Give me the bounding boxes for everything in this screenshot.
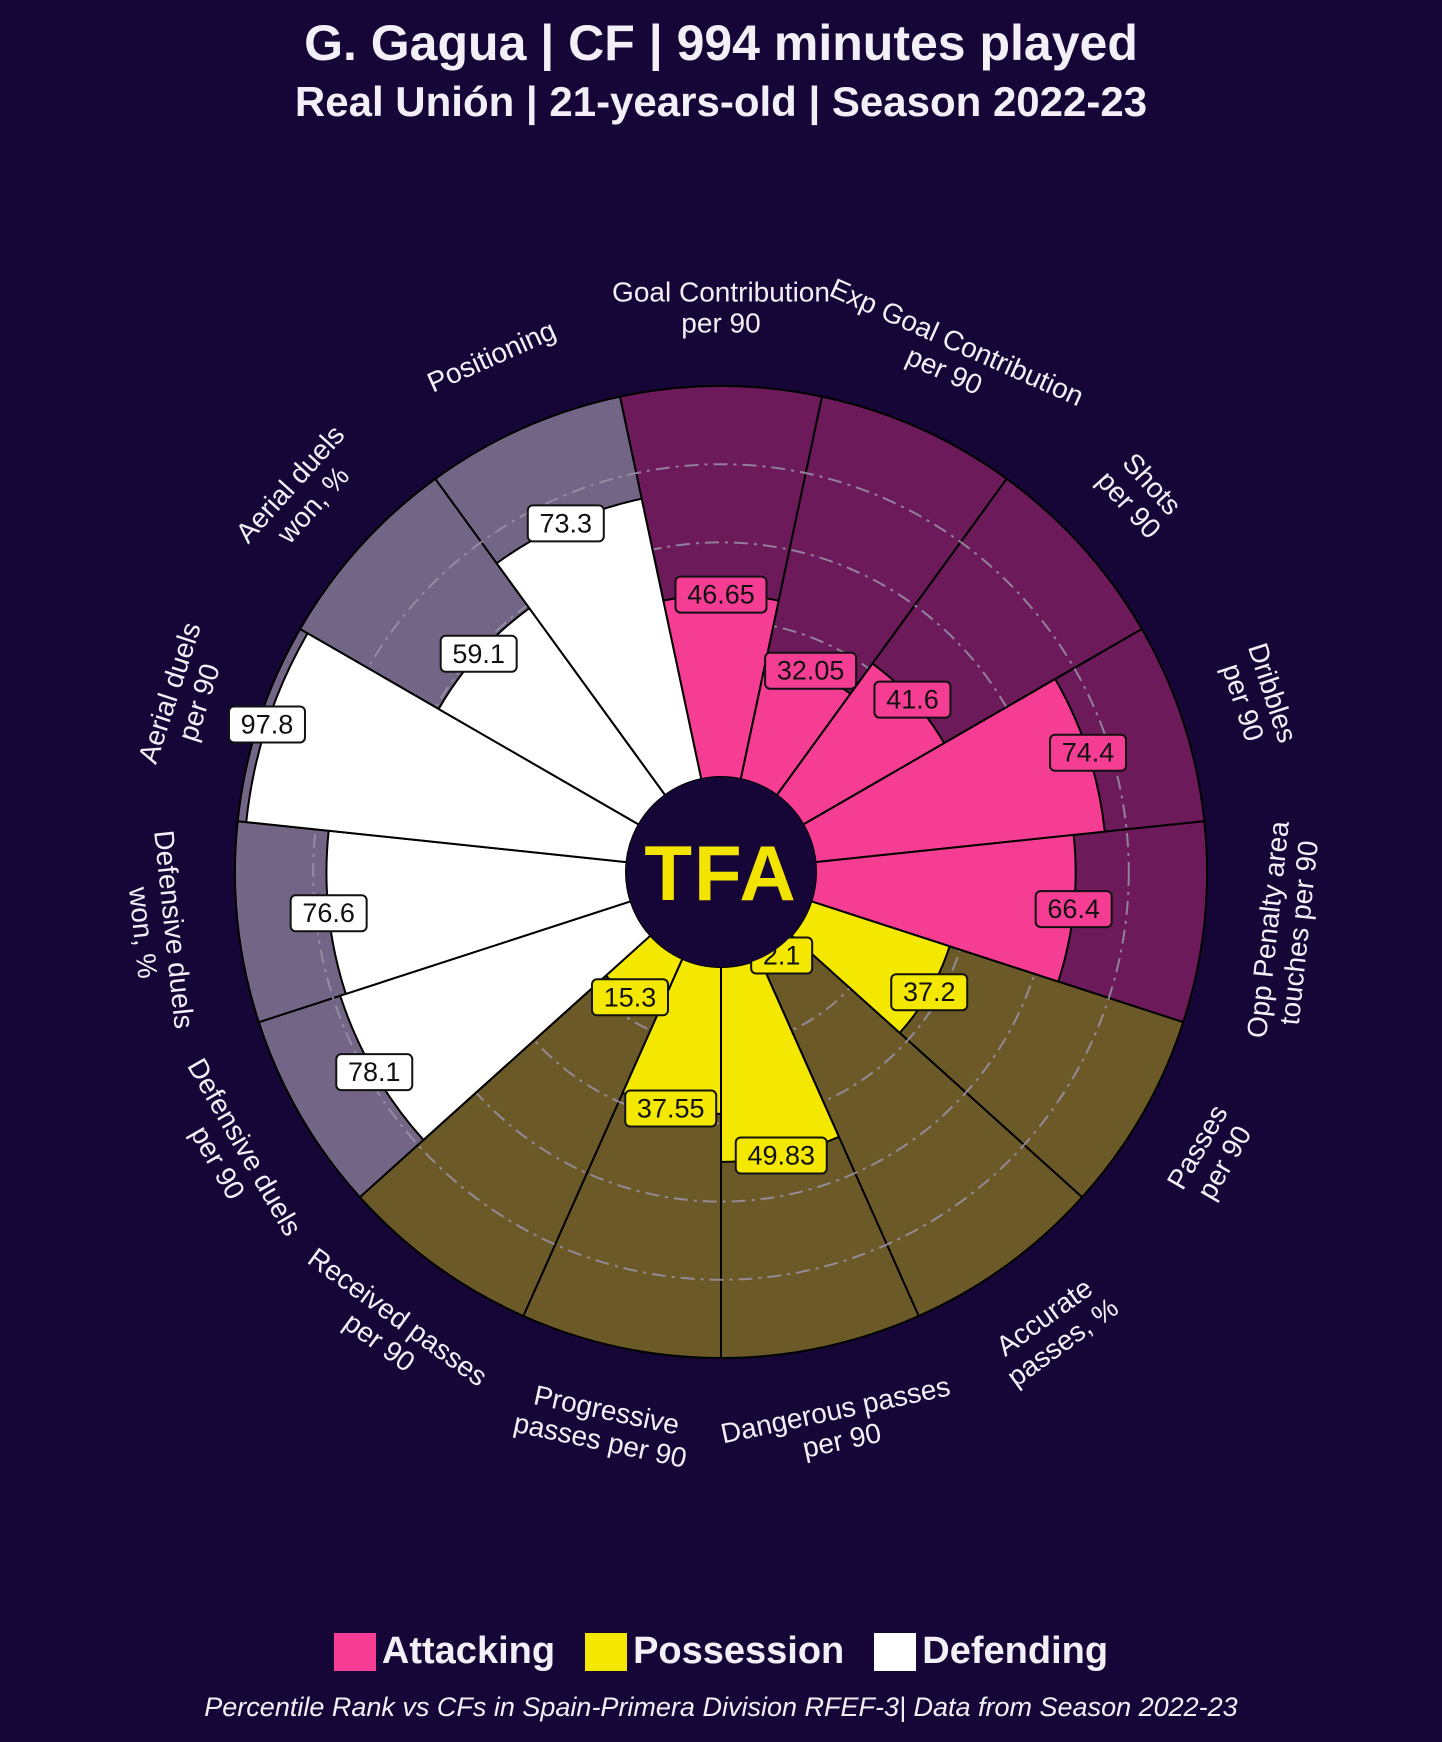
value-label-text: 37.2 <box>903 977 956 1007</box>
legend-swatch-possession <box>585 1632 628 1671</box>
legend-label: Defending <box>922 1630 1109 1672</box>
chart-subtitle: Real Unión | 21-years-old | Season 2022-… <box>294 78 1148 125</box>
value-label: 15.3 <box>590 978 669 1017</box>
value-label-box <box>1049 733 1128 772</box>
value-label-box <box>289 894 368 933</box>
legend-label: Attacking <box>381 1630 556 1672</box>
value-label: 73.3 <box>526 504 605 543</box>
legend-swatch-attacking <box>333 1632 376 1671</box>
chart-title: G. Gagua | CF | 994 minutes played <box>304 15 1138 71</box>
value-label-box <box>227 705 306 744</box>
legend-label: Possession <box>633 1630 845 1672</box>
value-label: 59.1 <box>439 634 518 673</box>
category-label-line: per 90 <box>681 308 760 339</box>
grid-ring <box>312 463 1130 1281</box>
legend: Attacking Possession Defending <box>0 1630 1442 1673</box>
value-label: 78.1 <box>335 1053 414 1092</box>
value-label-text: 41.6 <box>886 685 939 715</box>
value-label-text: 59.1 <box>452 639 505 669</box>
value-label-text: 37.55 <box>637 1094 705 1124</box>
value-label-box <box>1034 890 1113 929</box>
value-label-text: 73.3 <box>540 508 593 538</box>
value-label-box <box>526 504 605 543</box>
category-label-line: Positioning <box>423 314 561 398</box>
tfa-logo: TFA <box>644 829 797 917</box>
value-label-text: 49.83 <box>747 1141 815 1171</box>
value-label-box <box>335 1053 414 1092</box>
value-label-text: 46.65 <box>687 580 755 610</box>
legend-swatch-defending <box>874 1632 917 1671</box>
center-circle <box>626 777 816 967</box>
value-label-box <box>624 1089 718 1128</box>
legend-item-attacking: Attacking <box>333 1630 556 1673</box>
value-label-box <box>890 973 969 1012</box>
legend-item-defending: Defending <box>874 1630 1108 1673</box>
footer-note: Percentile Rank vs CFs in Spain-Primera … <box>204 1692 1238 1722</box>
value-label-box <box>439 634 518 673</box>
value-label-text: 66.4 <box>1047 894 1100 924</box>
value-label: 41.6 <box>873 680 952 719</box>
value-label-box <box>674 575 768 614</box>
value-label: 37.2 <box>890 973 969 1012</box>
value-label-box <box>764 651 858 690</box>
category-label: Positioning <box>423 314 561 398</box>
value-labels: 46.6532.0541.674.466.437.22.149.8337.551… <box>227 504 1128 1175</box>
value-label: 66.4 <box>1034 890 1113 929</box>
value-label-text: 74.4 <box>1062 738 1115 768</box>
value-label-box <box>734 1136 828 1175</box>
legend-item-possession: Possession <box>585 1630 844 1673</box>
value-label-text: 15.3 <box>604 982 657 1012</box>
value-label: 97.8 <box>227 705 306 744</box>
value-label-text: 78.1 <box>348 1057 401 1087</box>
category-label-line: Goal Contribution <box>612 277 830 308</box>
value-label-text: 32.05 <box>777 656 845 686</box>
center-logo: TFA <box>626 777 816 967</box>
value-label: 46.65 <box>674 575 768 614</box>
value-label-box <box>873 680 952 719</box>
value-label-text: 97.8 <box>241 709 294 739</box>
value-label: 37.55 <box>624 1089 718 1128</box>
value-label-box <box>590 978 669 1017</box>
value-label: 74.4 <box>1049 733 1128 772</box>
value-label: 76.6 <box>289 894 368 933</box>
value-label: 32.05 <box>764 651 858 690</box>
value-label: 49.83 <box>734 1136 828 1175</box>
value-label-text: 76.6 <box>302 898 355 928</box>
